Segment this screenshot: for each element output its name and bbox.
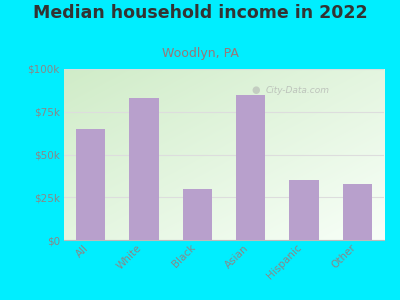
Text: City-Data.com: City-Data.com (266, 86, 330, 95)
Bar (343, 184, 372, 240)
Text: Median household income in 2022: Median household income in 2022 (33, 4, 367, 22)
Bar (236, 94, 265, 240)
Bar (76, 129, 105, 240)
Bar (183, 189, 212, 240)
Text: ●: ● (252, 85, 260, 95)
Bar (129, 98, 159, 240)
Bar (289, 180, 319, 240)
Text: Woodlyn, PA: Woodlyn, PA (162, 46, 238, 59)
